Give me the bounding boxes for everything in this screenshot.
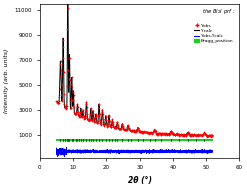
Yobs (183, 134, 186, 136)
Ycalc (73, 112, 76, 114)
Ycalc (115, 125, 118, 128)
Yobs-Ycalc (115, 150, 118, 153)
Line: Yobs-Ycalc: Yobs-Ycalc (57, 147, 213, 157)
Yobs (207, 133, 210, 136)
Yobs-Ycalc (191, 150, 194, 153)
X-axis label: 2θ (°): 2θ (°) (128, 176, 152, 185)
Yobs-Ycalc (208, 150, 211, 153)
Ycalc (208, 134, 211, 137)
Yobs-Ycalc (211, 151, 214, 153)
Yobs-Ycalc (82, 151, 85, 153)
Ycalc (211, 135, 214, 137)
Yobs (55, 100, 58, 102)
Yobs (130, 130, 133, 132)
Ycalc (191, 134, 194, 136)
Yobs-Ycalc (55, 154, 58, 156)
Ycalc (122, 127, 125, 129)
Yobs-Ycalc (63, 156, 66, 158)
Y-axis label: Intensity (arb. units): Intensity (arb. units) (4, 49, 9, 113)
Line: Ycalc: Ycalc (57, 0, 213, 136)
Yobs (210, 136, 213, 138)
Line: Yobs: Yobs (56, 0, 213, 137)
Yobs (140, 131, 143, 133)
Yobs (148, 131, 151, 134)
Yobs-Ycalc (122, 149, 125, 152)
Yobs (211, 135, 214, 137)
Bar (57, 139, 213, 141)
Ycalc (82, 114, 85, 116)
Ycalc (55, 100, 58, 103)
Legend: Yobs, Ycalc, Yobs-Ycalc, Bragg_position: Yobs, Ycalc, Yobs-Ycalc, Bragg_position (192, 22, 235, 45)
Yobs (129, 130, 132, 132)
Yobs-Ycalc (73, 151, 76, 153)
Yobs-Ycalc (65, 146, 68, 148)
Text: the Bi$_2$I prf :: the Bi$_2$I prf : (202, 7, 235, 16)
